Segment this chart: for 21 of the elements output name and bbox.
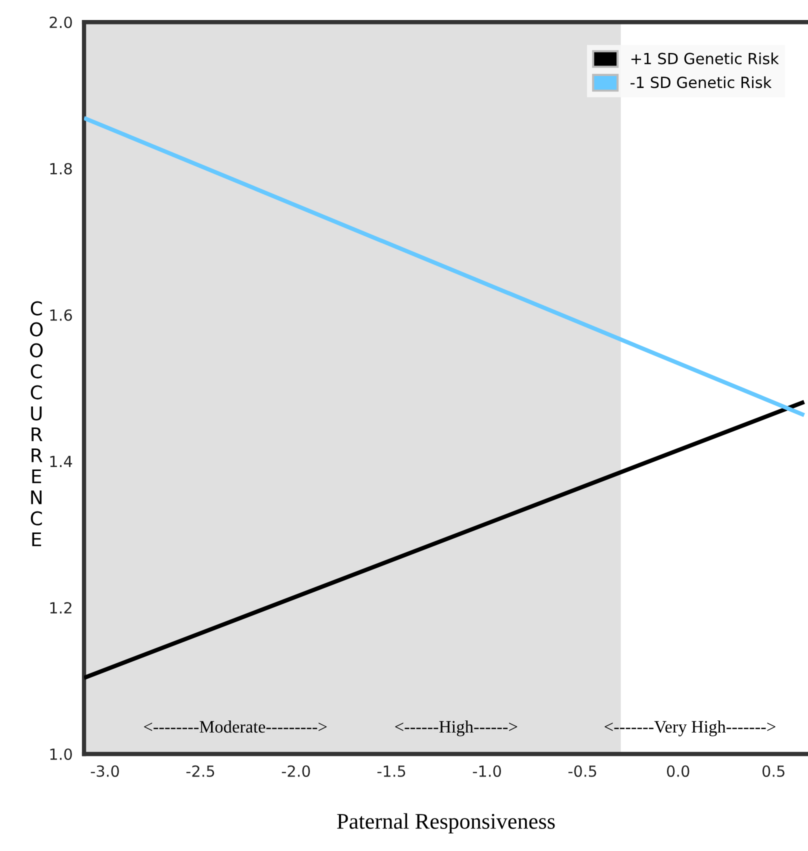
x-tick-label: -2.0 [282,765,310,777]
x-tick-label: -2.5 [186,765,214,777]
y-tick-label: 1.0 [50,748,72,760]
x-tick-label: 0.0 [666,765,690,777]
y-tick-label: 2.0 [50,16,72,28]
text: COOCCURRENCE [30,301,43,546]
y-tick-label: 1.6 [50,309,72,321]
x-tick-label: -1.0 [472,765,501,777]
x-axis-title: Paternal Responsiveness [337,813,555,834]
legend-label: +1 SD Genetic Risk [631,52,779,64]
x-tick-label: 0.5 [762,765,784,777]
annotation: <-------Very High-------> [604,720,776,736]
x-tick-label: -3.0 [90,765,119,777]
y-tick-label: 1.2 [50,602,72,614]
y-tick-label: 1.4 [50,456,72,468]
annotation: <--------Moderate---------> [144,720,327,733]
y-tick-label: 1.8 [50,162,72,175]
legend-label: -1 SD Genetic Risk [630,76,772,88]
x-tick-label: -1.5 [377,766,406,777]
annotation: <------High------> [395,720,518,736]
x-tick-label: -0.5 [568,765,596,777]
